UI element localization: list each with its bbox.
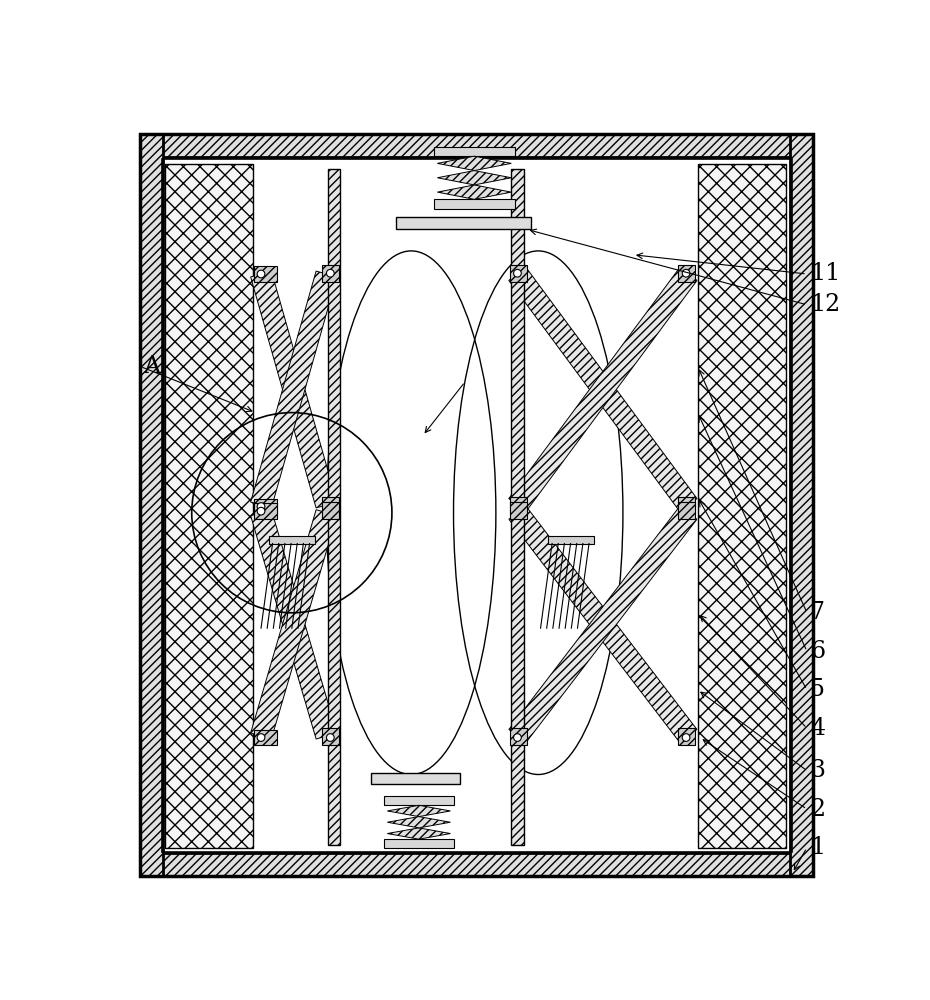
- Text: 1: 1: [810, 836, 825, 859]
- Bar: [322, 502, 339, 519]
- Bar: [510, 728, 526, 745]
- Polygon shape: [387, 817, 450, 828]
- Polygon shape: [509, 506, 697, 743]
- Bar: [322, 497, 339, 514]
- Polygon shape: [251, 271, 337, 508]
- Bar: [140, 134, 813, 157]
- Text: A: A: [143, 355, 160, 378]
- Bar: [254, 499, 277, 514]
- Text: 3: 3: [810, 759, 825, 782]
- Bar: [140, 134, 164, 876]
- Bar: [510, 502, 526, 519]
- Polygon shape: [437, 156, 512, 171]
- Bar: [678, 728, 695, 745]
- Bar: [254, 266, 277, 282]
- Bar: [322, 265, 339, 282]
- Bar: [162, 158, 791, 852]
- Circle shape: [683, 269, 690, 277]
- Text: 6: 6: [810, 640, 825, 663]
- Bar: [434, 147, 515, 156]
- Polygon shape: [509, 506, 697, 743]
- Bar: [678, 265, 695, 282]
- Circle shape: [258, 507, 265, 515]
- Text: 12: 12: [810, 293, 841, 316]
- Bar: [698, 164, 786, 848]
- Circle shape: [513, 734, 522, 741]
- Bar: [322, 728, 339, 745]
- Bar: [434, 199, 515, 209]
- Polygon shape: [437, 185, 512, 199]
- Bar: [371, 773, 459, 784]
- Polygon shape: [251, 510, 337, 739]
- Text: 2: 2: [810, 798, 825, 821]
- Text: 11: 11: [810, 262, 841, 286]
- Circle shape: [513, 269, 522, 277]
- Bar: [510, 265, 526, 282]
- Bar: [678, 497, 695, 514]
- Circle shape: [258, 503, 265, 510]
- Text: 4: 4: [810, 717, 825, 740]
- Polygon shape: [437, 171, 512, 185]
- Circle shape: [258, 734, 265, 741]
- Polygon shape: [387, 828, 450, 839]
- Bar: [510, 497, 526, 514]
- Bar: [269, 536, 315, 544]
- Polygon shape: [509, 268, 698, 511]
- Bar: [140, 853, 813, 876]
- Polygon shape: [251, 510, 337, 739]
- Circle shape: [683, 734, 690, 741]
- Polygon shape: [387, 805, 450, 817]
- Bar: [384, 839, 454, 848]
- Bar: [328, 169, 340, 845]
- Text: 7: 7: [810, 601, 825, 624]
- Circle shape: [326, 269, 334, 277]
- Bar: [165, 164, 253, 848]
- Bar: [254, 503, 277, 519]
- Text: 5: 5: [810, 678, 825, 701]
- Polygon shape: [251, 271, 337, 508]
- Bar: [512, 169, 524, 845]
- Circle shape: [326, 734, 334, 741]
- Bar: [384, 796, 454, 805]
- Bar: [548, 536, 594, 544]
- Polygon shape: [509, 268, 698, 511]
- Circle shape: [258, 270, 265, 278]
- Bar: [396, 217, 530, 229]
- Bar: [254, 730, 277, 745]
- Bar: [678, 502, 695, 519]
- Bar: [790, 134, 813, 876]
